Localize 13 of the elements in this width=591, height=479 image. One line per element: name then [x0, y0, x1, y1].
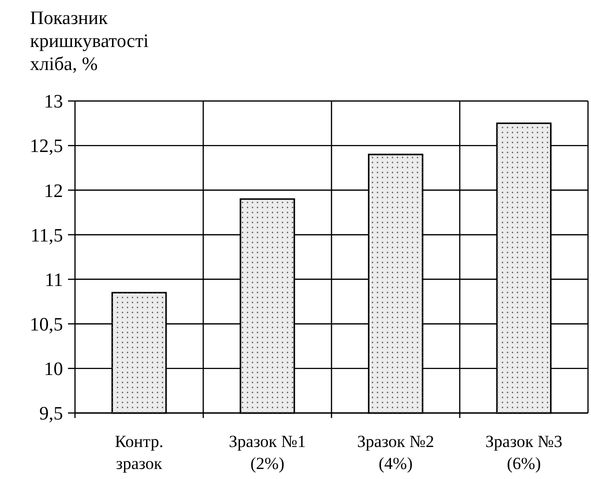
y-tick-label: 10,5: [30, 314, 63, 336]
y-tick-label: 12,5: [30, 136, 63, 158]
y-tick-label: 13: [44, 92, 63, 113]
y-tick-label: 11,5: [30, 225, 63, 246]
y-tick-label: 9,5: [39, 404, 63, 425]
y-axis-title: Показник кришкуватості хліба, %: [30, 8, 149, 75]
y-tick-label: 12: [44, 180, 63, 202]
x-tick-label: Контр. зразок: [114, 432, 164, 473]
x-tick-label: Зразок №3 (6%): [485, 432, 562, 473]
y-tick-label: 11: [44, 270, 63, 291]
x-tick-label: Зразок №2 (4%): [357, 432, 434, 473]
y-tick-label: 10: [44, 359, 63, 380]
x-tick-label: Зразок №1 (2%): [228, 432, 306, 473]
